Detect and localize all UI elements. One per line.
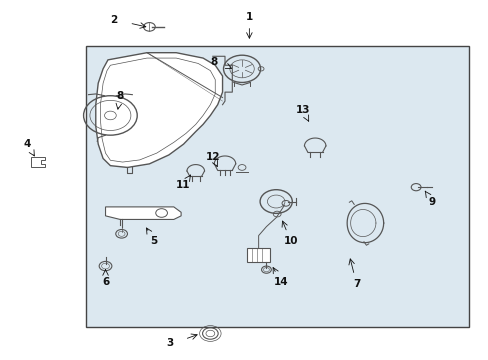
Text: 4: 4	[24, 139, 31, 149]
Polygon shape	[31, 157, 44, 167]
Text: 13: 13	[295, 105, 309, 115]
Polygon shape	[96, 53, 222, 167]
Text: 11: 11	[176, 180, 190, 190]
Text: 5: 5	[150, 236, 158, 246]
Text: 7: 7	[352, 279, 360, 289]
Text: 14: 14	[273, 277, 288, 287]
Text: 3: 3	[166, 338, 173, 348]
Text: 2: 2	[110, 15, 118, 26]
Text: 8: 8	[210, 57, 217, 67]
Text: 10: 10	[283, 236, 298, 246]
Text: 1: 1	[245, 12, 252, 22]
FancyBboxPatch shape	[246, 248, 270, 262]
Text: 6: 6	[102, 277, 109, 287]
Bar	[86, 45, 468, 327]
Text: 12: 12	[205, 152, 220, 162]
Text: 9: 9	[428, 197, 435, 207]
Text: 8: 8	[116, 91, 123, 101]
Polygon shape	[105, 207, 181, 220]
